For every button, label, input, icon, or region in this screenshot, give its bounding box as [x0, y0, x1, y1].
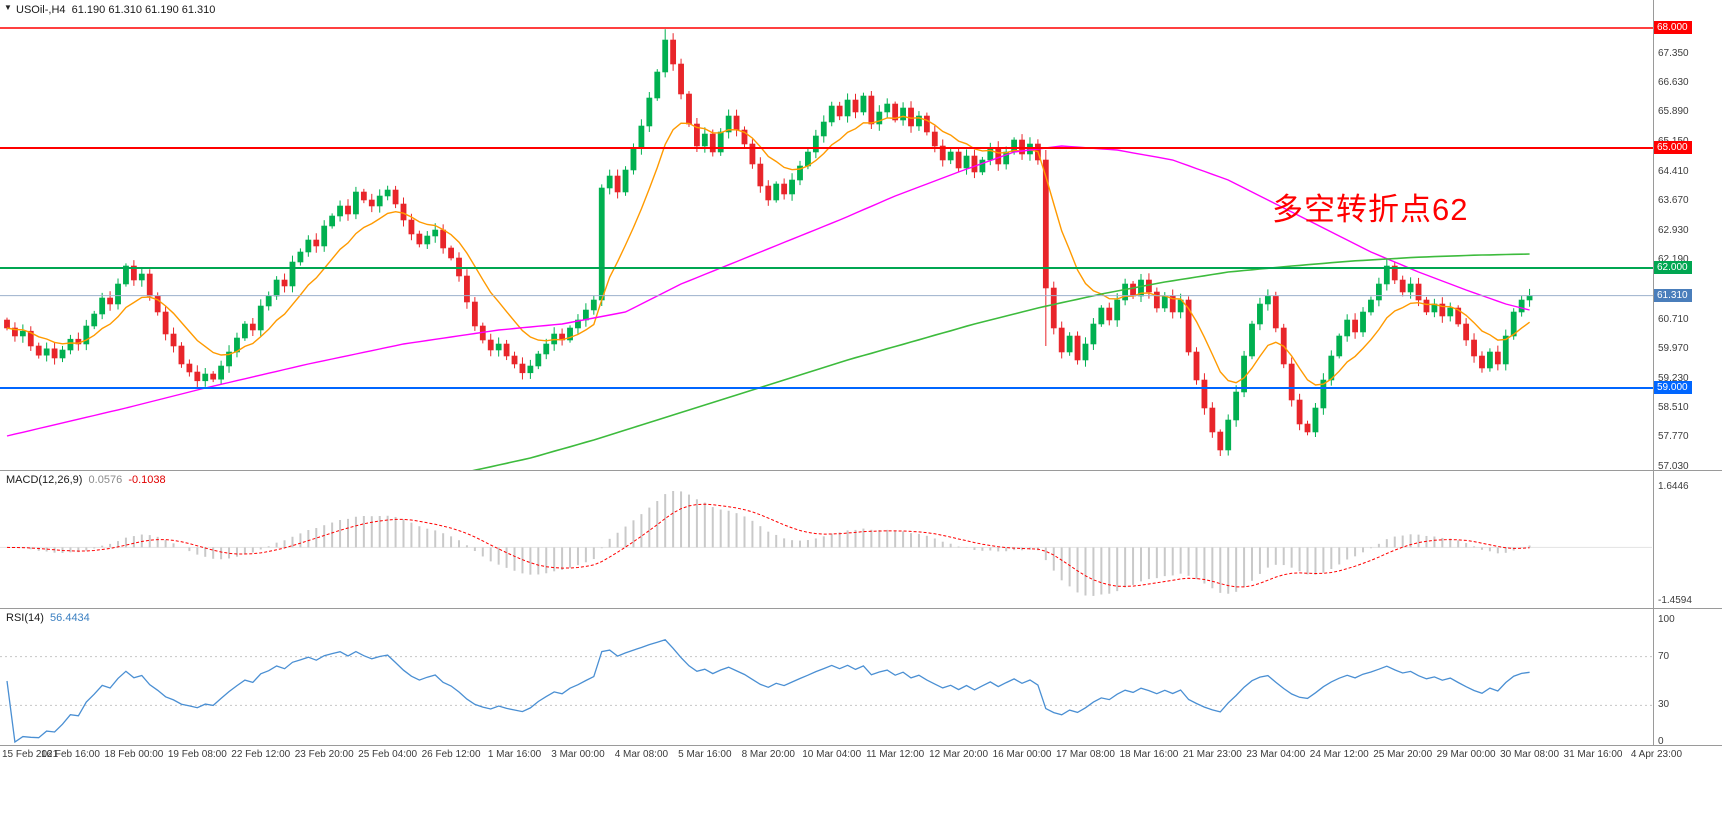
macd-axis-label: -1.4594 [1658, 595, 1692, 606]
rsi-axis-label: 70 [1658, 650, 1670, 662]
price-axis-label: 62.930 [1658, 224, 1689, 236]
rsi-value: 56.4434 [50, 612, 90, 624]
price-line-badge: 61.310 [1654, 288, 1692, 302]
text-annotation[interactable]: 多空转折点62 [1272, 192, 1469, 227]
price-axis-label: 57.770 [1658, 431, 1689, 443]
price-axis-label: 67.350 [1658, 48, 1689, 59]
price-axis-label: 60.710 [1658, 313, 1689, 325]
rsi-name: RSI(14) [6, 612, 44, 624]
time-axis-label: 3 Mar 00:00 [551, 749, 605, 760]
ohlc-values: 61.190 61.310 61.190 61.310 [71, 4, 216, 16]
time-axis-label: 16 Mar 00:00 [992, 749, 1052, 760]
time-axis-label: 15 Feb 2021 [2, 749, 59, 760]
time-axis-label: 23 Mar 04:00 [1246, 749, 1306, 760]
time-axis-label: 12 Mar 20:00 [929, 749, 989, 760]
price-axis-label: 59.970 [1658, 343, 1689, 355]
time-axis-label: 19 Feb 08:00 [167, 749, 227, 760]
price-line-badge: 62.000 [1654, 261, 1692, 274]
rsi-indicator-label: RSI(14) 56.4434 [6, 612, 90, 624]
price-axis-label: 62.190 [1658, 254, 1689, 266]
time-axis-label: 18 Mar 16:00 [1119, 749, 1179, 760]
price-axis-label: 59.230 [1658, 372, 1689, 384]
macd-indicator-label: MACD(12,26,9) 0.0576 -0.1038 [6, 474, 166, 486]
time-axis-label: 29 Mar 00:00 [1436, 749, 1496, 760]
time-axis-label: 22 Feb 12:00 [231, 749, 291, 760]
time-axis-label: 17 Mar 08:00 [1056, 749, 1115, 760]
price-axis-label: 65.890 [1658, 106, 1689, 118]
time-axis-label: 5 Mar 16:00 [678, 749, 732, 760]
rsi-axis-label: 0 [1658, 736, 1664, 747]
time-axis-label: 31 Mar 16:00 [1563, 749, 1623, 760]
time-axis-label: 21 Mar 23:00 [1182, 749, 1242, 760]
symbol-period-label: USOil-,H4 [16, 4, 66, 16]
time-axis-label: 10 Mar 04:00 [802, 749, 862, 760]
time-axis-label: 24 Mar 12:00 [1309, 749, 1369, 760]
chart-title: USOil-,H4 61.190 61.310 61.190 61.310 [16, 4, 215, 16]
time-axis-label: 25 Feb 04:00 [358, 749, 418, 760]
time-axis-label: 11 Mar 12:00 [866, 749, 925, 760]
price-axis-label: 57.030 [1658, 460, 1689, 472]
time-axis-label: 26 Feb 12:00 [421, 749, 481, 760]
price-axis-label: 63.670 [1658, 195, 1689, 207]
time-axis-label: 16 Feb 16:00 [40, 749, 100, 760]
time-axis-label: 18 Feb 00:00 [104, 749, 164, 760]
price-line-badge: 65.000 [1654, 141, 1692, 154]
price-line-badge: 68.000 [1654, 21, 1692, 34]
macd-signal-value: -0.1038 [128, 474, 166, 486]
price-axis-label: 66.630 [1658, 76, 1689, 88]
time-axis-label: 8 Mar 20:00 [741, 749, 795, 760]
macd-main-value: 0.0576 [88, 474, 123, 486]
time-axis-label: 23 Feb 20:00 [294, 749, 354, 760]
rsi-axis-label: 100 [1658, 614, 1675, 625]
time-axis-label: 25 Mar 20:00 [1373, 749, 1433, 760]
rsi-axis-label: 30 [1658, 699, 1670, 711]
macd-name: MACD(12,26,9) [6, 474, 83, 486]
price-axis-label: 64.410 [1658, 165, 1689, 177]
price-axis-label: 58.510 [1658, 401, 1689, 413]
price-line-badge: 59.000 [1654, 381, 1692, 394]
time-axis-label: 1 Mar 16:00 [487, 749, 542, 760]
one-click-trading-icon[interactable]: ▼ [4, 3, 12, 12]
time-axis-label: 30 Mar 08:00 [1500, 749, 1560, 760]
macd-axis-label: 1.6446 [1658, 481, 1689, 492]
time-axis-label: 4 Apr 23:00 [1630, 749, 1683, 760]
time-axis-label: 4 Mar 08:00 [614, 749, 669, 760]
